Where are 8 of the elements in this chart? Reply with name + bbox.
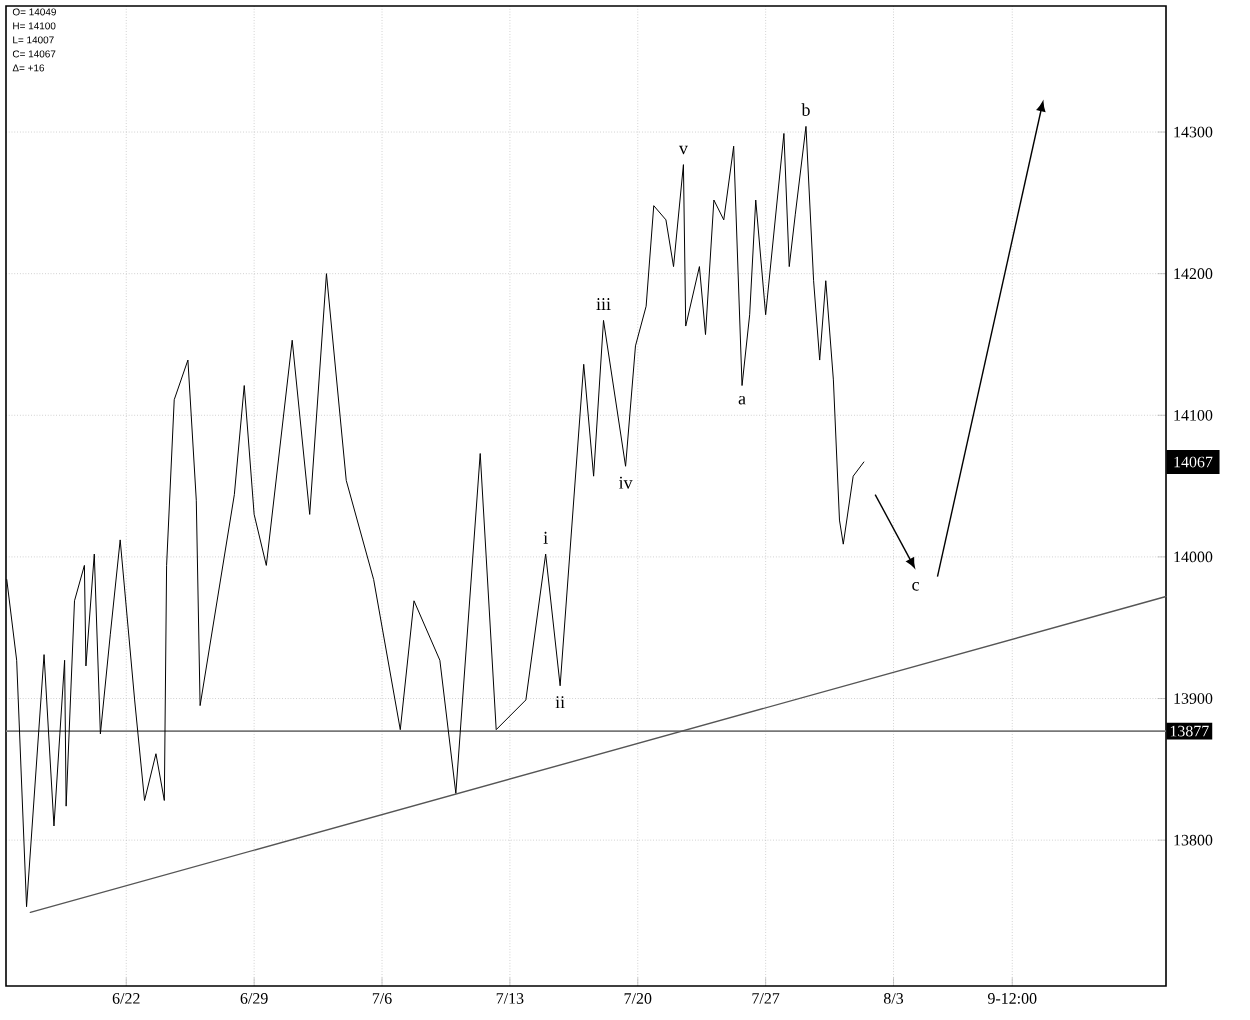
annotation: iii — [596, 298, 611, 310]
annotation: c — [912, 582, 919, 591]
annotation: v — [678, 145, 688, 155]
annotation: ii — [555, 696, 565, 709]
annotation: i — [543, 531, 548, 544]
annotation: b — [801, 103, 810, 116]
annotation: a — [738, 395, 746, 405]
annotation: iv — [618, 476, 633, 489]
